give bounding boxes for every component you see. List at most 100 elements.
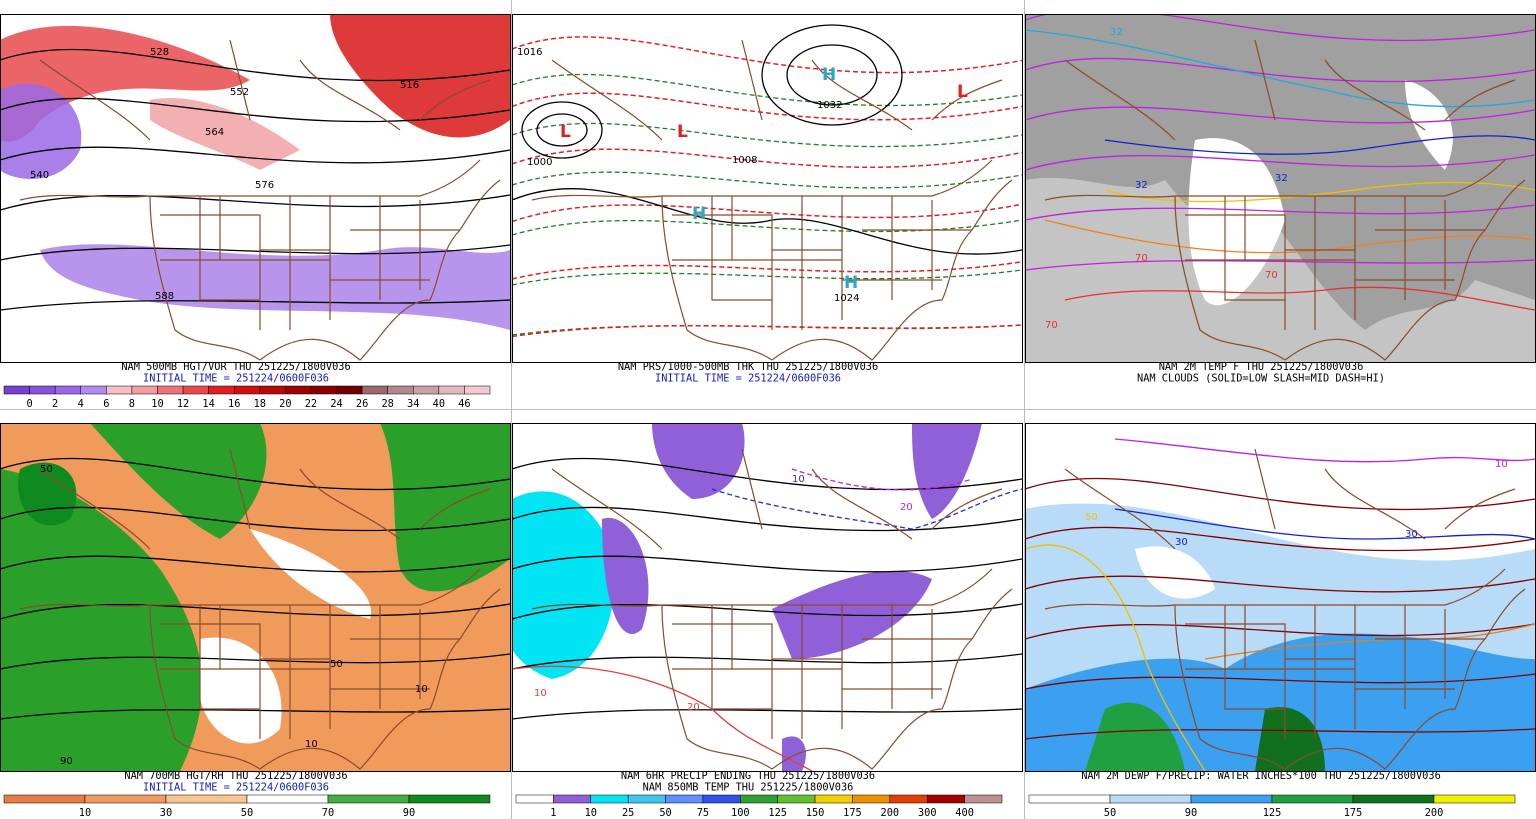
map-label: 70 [1135, 253, 1148, 264]
temp-contour [1104, 181, 1535, 203]
map-label: 576 [255, 180, 274, 191]
map-label: 528 [150, 47, 169, 58]
colorbar-box [702, 794, 741, 804]
colorbar-label: 16 [228, 398, 240, 410]
colorbar-label: 50 [1104, 807, 1116, 819]
colorbar-box [515, 794, 554, 804]
colorbar-label: 100 [731, 807, 750, 819]
panel: 10 20 20 10 NAM 6HR PRECIP ENDING THU 25… [512, 423, 1023, 819]
high-marker: H [692, 204, 706, 224]
map-label: 10 [415, 684, 428, 695]
panel: 30 30 50 10 NAM 2M DEWP F/PRECIP: WATER … [1025, 423, 1536, 819]
caption: INITIAL TIME = 251224/0600F036 [143, 373, 329, 385]
isobar [761, 24, 903, 126]
caption: INITIAL TIME = 251224/0600F036 [655, 373, 841, 385]
map-label: 10 [792, 474, 805, 485]
colorbar-box [553, 794, 592, 804]
temp-contour [512, 665, 813, 771]
colorbar-label: 8 [129, 398, 135, 410]
map-label: 32 [1135, 180, 1148, 191]
colorbar-label: 12 [177, 398, 189, 410]
map-label: 1016 [517, 47, 542, 58]
colorbar-box [157, 385, 184, 395]
temp-contour [1064, 286, 1535, 311]
isobar [536, 113, 588, 147]
colorbar-label: 10 [79, 807, 91, 819]
colorbar-label: 25 [622, 807, 634, 819]
colorbar-label: 175 [1344, 807, 1363, 819]
map-label: 10 [1495, 459, 1508, 470]
colorbar-box [413, 385, 440, 395]
colorbar-box [889, 794, 928, 804]
vorticity-area [150, 98, 300, 170]
map-label: 30 [1405, 529, 1418, 540]
colorbar-box [54, 385, 81, 395]
colorbar-label: 50 [659, 807, 671, 819]
colorbar-box [964, 794, 1003, 804]
colorbar-label: 125 [1263, 807, 1282, 819]
dewpoint-contour [1025, 544, 1206, 771]
colorbar-box [106, 385, 133, 395]
colorbar-box [627, 794, 666, 804]
caption: NAM 500MB HGT/VOR THU 251225/1800V036 [121, 361, 350, 373]
high-marker: H [822, 65, 836, 85]
caption: NAM 850MB TEMP THU 251225/1800V036 [643, 782, 854, 794]
colorbar-box [336, 385, 363, 395]
colorbar-label: 0 [26, 398, 32, 410]
colorbar-label: 175 [843, 807, 862, 819]
colorbar-box [1190, 794, 1273, 804]
caption: NAM 700MB HGT/RH THU 251225/1800V036 [124, 770, 347, 782]
map-label: 10 [534, 688, 547, 699]
colorbar-label: 22 [305, 398, 317, 410]
map-frame [0, 423, 511, 772]
colorbar-label: 24 [330, 398, 342, 410]
map-label: 564 [205, 127, 224, 138]
colorbar-label: 50 [241, 807, 253, 819]
colorbar-label: 70 [322, 807, 334, 819]
colorbar-box [233, 385, 261, 395]
colorbar-label: 90 [403, 807, 415, 819]
colorbar-box [327, 794, 410, 804]
humidity-area [0, 469, 202, 771]
caption: NAM 2M DEWP F/PRECIP: WATER INCHES*100 T… [1081, 770, 1441, 782]
map-label: 32 [1275, 173, 1288, 184]
precip-area [512, 491, 615, 679]
caption: NAM 2M TEMP F THU 251225/1800V036 [1159, 361, 1364, 373]
colorbar-box [259, 385, 286, 395]
map-label: 30 [1175, 537, 1188, 548]
panel: L L L H H H 1016 1024 1000 1032 1008 NAM… [512, 14, 1023, 385]
map-label: 20 [687, 702, 700, 713]
map-frame [512, 423, 1023, 772]
colorbar-label: 20 [279, 398, 291, 410]
colorbar-label: 10 [585, 807, 597, 819]
colorbar-label: 300 [918, 807, 937, 819]
colorbar-box [814, 794, 853, 804]
vorticity-area [330, 14, 510, 138]
colorbar-box [777, 794, 816, 804]
colorbar-box [80, 385, 107, 395]
colorbar-label: 150 [806, 807, 825, 819]
clear-area [1405, 80, 1453, 170]
dewpoint-contour [1114, 438, 1535, 463]
humidity-area [90, 423, 267, 539]
colorbar-box [464, 385, 491, 395]
map-frame [512, 14, 1023, 363]
colorbar-label: 200 [881, 807, 900, 819]
colorbar-box [131, 385, 158, 395]
vorticity-area [0, 25, 250, 142]
map-label: 50 [1085, 512, 1098, 523]
map-label: 20 [900, 502, 913, 513]
caption: NAM CLOUDS (SOLID=LOW SLASH=MID DASH=HI) [1137, 373, 1385, 385]
map: 32 32 32 70 70 70 [1025, 14, 1535, 362]
colorbar-box [208, 385, 235, 395]
map-label: 1032 [817, 100, 842, 111]
colorbar-label: 26 [356, 398, 368, 410]
map-label: 1000 [527, 157, 552, 168]
cloud-area [1025, 177, 1535, 362]
colorbar-label: 400 [955, 807, 974, 819]
colorbar-box [165, 794, 248, 804]
panel: 32 32 32 70 70 70 NAM 2M TEMP F THU 2512… [1025, 14, 1536, 385]
colorbar-box [590, 794, 629, 804]
colorbar-box [84, 794, 167, 804]
low-marker: L [560, 122, 571, 142]
